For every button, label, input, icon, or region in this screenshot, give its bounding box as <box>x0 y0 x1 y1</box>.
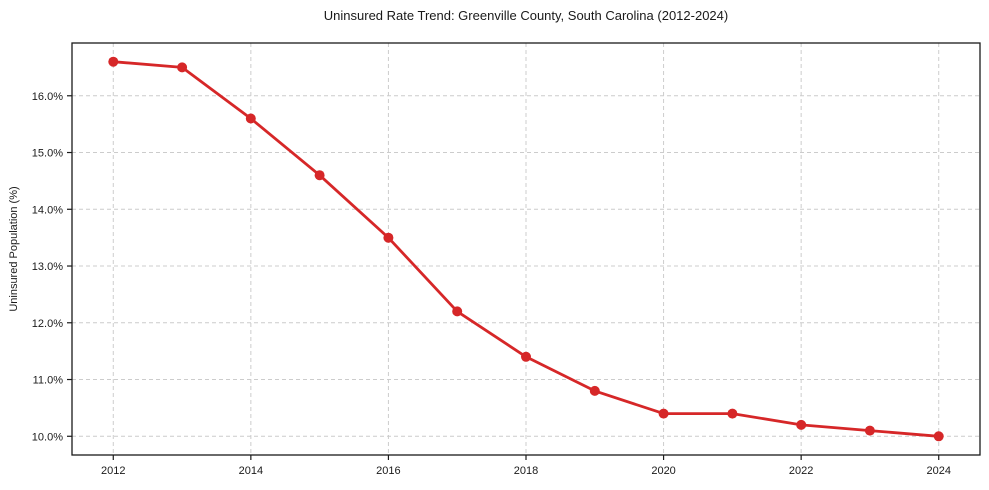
y-tick-label: 12.0% <box>32 318 63 330</box>
data-point-marker <box>727 408 738 419</box>
data-point-marker <box>589 385 600 396</box>
data-point-marker <box>177 62 188 73</box>
data-point-marker <box>108 56 119 67</box>
x-tick-label: 2024 <box>926 465 950 477</box>
x-tick-label: 2020 <box>651 465 675 477</box>
x-tick-label: 2018 <box>514 465 538 477</box>
data-point-marker <box>933 431 944 442</box>
chart-title: Uninsured Rate Trend: Greenville County,… <box>323 8 729 23</box>
x-tick-label: 2016 <box>376 465 400 477</box>
y-tick-label: 13.0% <box>32 261 63 273</box>
y-tick-label: 15.0% <box>32 148 63 160</box>
y-tick-label: 16.0% <box>32 91 63 103</box>
x-tick-label: 2012 <box>101 465 125 477</box>
data-point-marker <box>452 306 463 317</box>
data-point-marker <box>314 170 325 181</box>
y-tick-label: 10.0% <box>32 431 63 443</box>
y-tick-label: 14.0% <box>32 204 63 216</box>
plot-border <box>71 42 981 456</box>
data-point-marker <box>796 419 807 430</box>
data-point-marker <box>245 113 256 124</box>
data-point-marker <box>658 408 669 419</box>
data-point-marker <box>383 232 394 243</box>
data-point-marker <box>521 351 531 362</box>
y-tick-label: 11.0% <box>33 375 64 387</box>
x-tick-label: 2014 <box>239 465 263 477</box>
data-point-marker <box>864 425 875 436</box>
x-tick-label: 2022 <box>789 465 813 477</box>
